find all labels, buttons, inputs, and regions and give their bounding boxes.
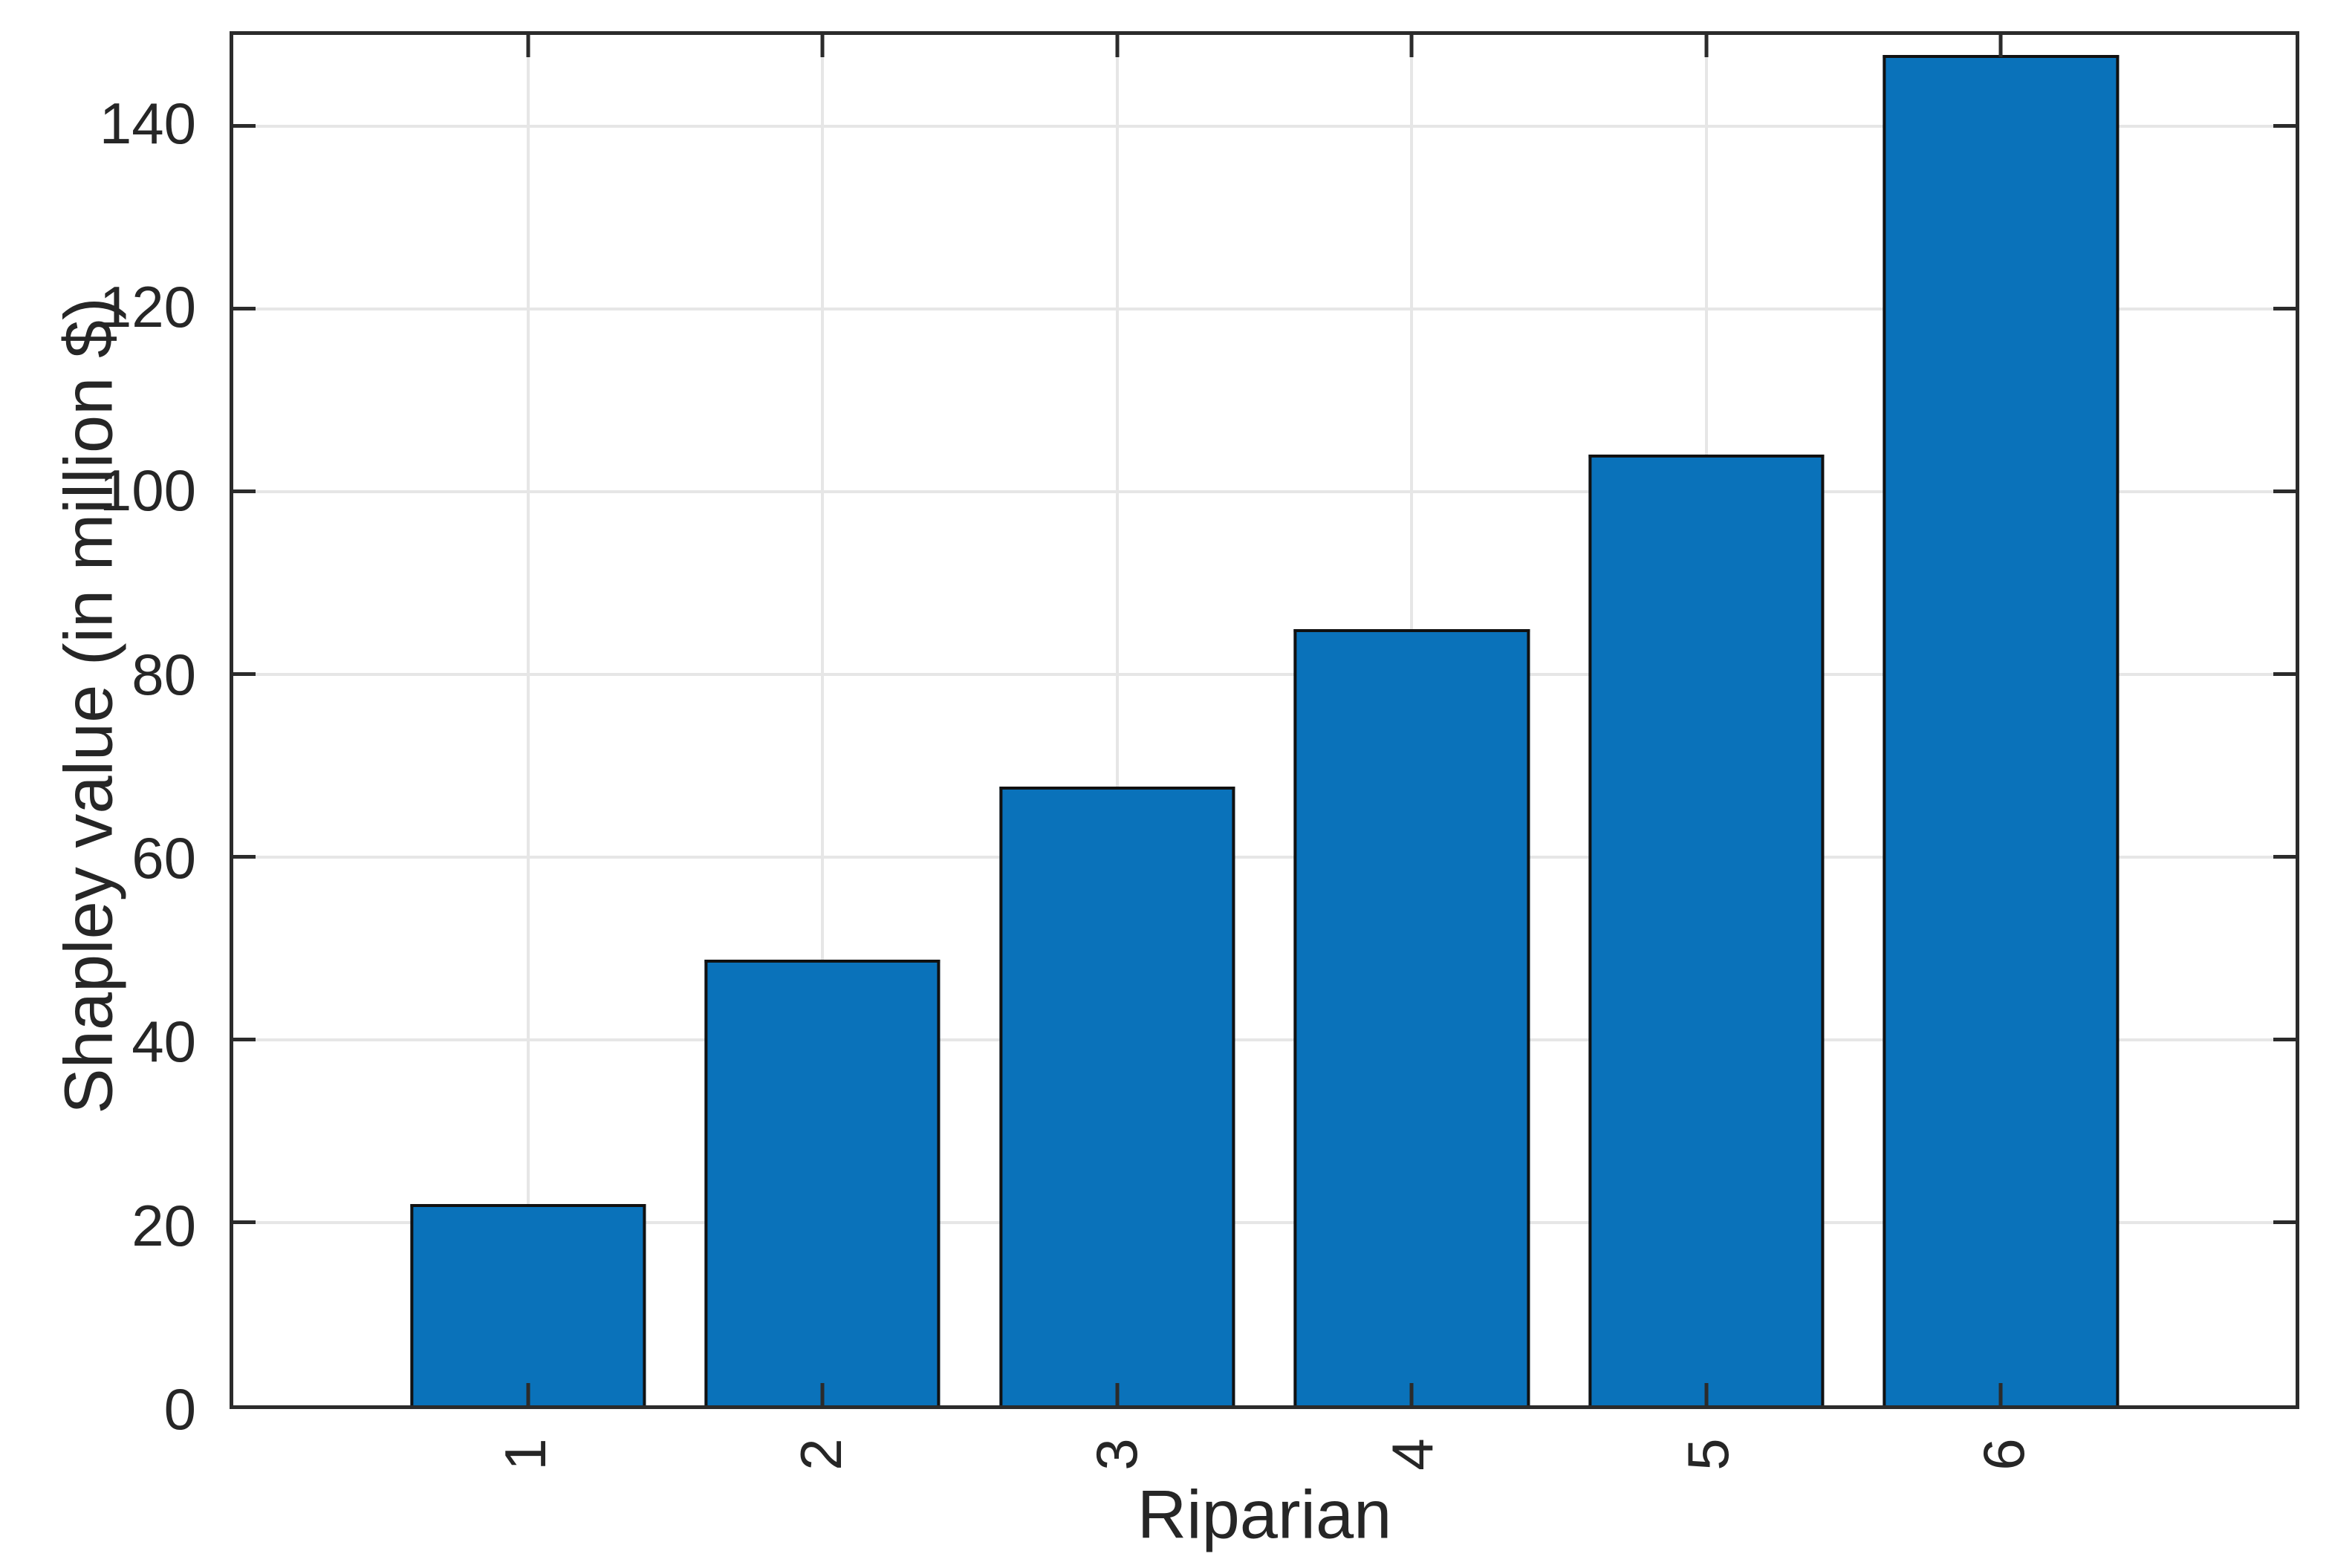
x-tick-mark (1704, 1383, 1709, 1405)
v-gridline (1115, 35, 1119, 1405)
y-tick-label: 100 (99, 458, 196, 524)
y-tick-mark (233, 489, 256, 494)
x-tick-label: 1 (493, 1438, 558, 1471)
x-tick-mark (1998, 1383, 2003, 1405)
x-tick-mark (1115, 35, 1120, 57)
x-tick-mark (526, 1383, 530, 1405)
y-tick-mark (233, 672, 256, 677)
bar (409, 1204, 646, 1405)
x-tick-label: 6 (1971, 1438, 2036, 1471)
x-tick-label: 2 (788, 1438, 854, 1471)
h-gridline (233, 673, 2296, 677)
x-tick-mark (1704, 35, 1709, 57)
x-tick-mark (526, 35, 530, 57)
y-tick-label: 80 (131, 641, 196, 707)
x-tick-mark (1409, 1383, 1414, 1405)
x-tick-label: 5 (1675, 1438, 1741, 1471)
bar (704, 959, 941, 1405)
h-gridline (233, 1038, 2296, 1042)
h-gridline (233, 1221, 2296, 1225)
x-tick-label: 3 (1084, 1438, 1149, 1471)
y-tick-label: 40 (131, 1009, 196, 1075)
y-tick-label: 60 (131, 825, 196, 891)
y-tick-mark (2273, 855, 2296, 859)
bar (1883, 55, 2120, 1405)
h-gridline (233, 308, 2296, 310)
v-gridline (526, 35, 530, 1405)
y-tick-mark (2273, 1220, 2296, 1225)
y-tick-mark (233, 1220, 256, 1225)
y-tick-mark (2273, 307, 2296, 310)
bar (999, 787, 1235, 1405)
y-tick-label: 140 (99, 90, 196, 156)
h-gridline (233, 125, 2296, 128)
y-tick-mark (2273, 1038, 2296, 1042)
bar (1293, 628, 1530, 1405)
h-gridline (233, 856, 2296, 859)
y-tick-mark (233, 855, 256, 859)
y-tick-mark (233, 124, 256, 128)
bar (1588, 454, 1825, 1405)
x-tick-label: 4 (1380, 1438, 1445, 1471)
x-tick-mark (820, 35, 825, 57)
y-tick-label: 0 (163, 1376, 196, 1442)
y-tick-mark (233, 1038, 256, 1042)
y-tick-mark (2273, 489, 2296, 494)
x-tick-mark (1998, 35, 2003, 57)
y-tick-mark (2273, 672, 2296, 677)
plot-area (230, 31, 2299, 1409)
y-tick-label: 20 (131, 1192, 196, 1258)
v-gridline (821, 35, 825, 1405)
h-gridline (233, 490, 2296, 494)
y-tick-mark (2273, 124, 2296, 128)
x-tick-mark (820, 1383, 825, 1405)
y-axis-label: Shapley value (in million $) (51, 297, 127, 1114)
y-tick-label: 120 (99, 274, 196, 339)
y-tick-mark (233, 307, 256, 310)
x-tick-mark (1409, 35, 1414, 57)
x-tick-mark (1115, 1383, 1120, 1405)
x-axis-label: Riparian (1137, 1477, 1392, 1553)
